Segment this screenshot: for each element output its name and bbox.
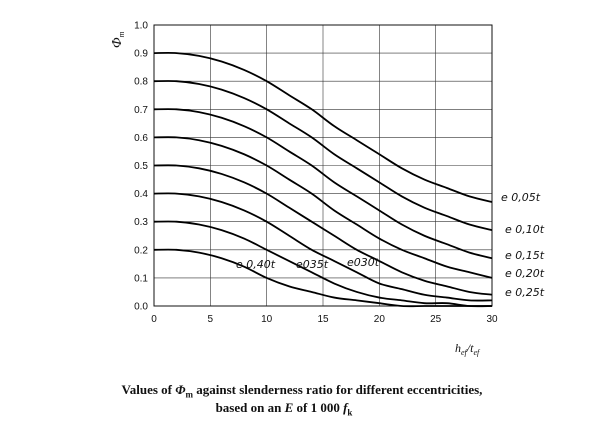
x-axis-label: hef/tef [455,341,481,357]
y-tick-label: 0.7 [134,105,148,116]
x-tick-label: 20 [374,314,386,325]
series-line-7 [153,248,492,308]
y-tick-label: 0.4 [134,189,148,200]
caption-E: E [284,400,294,415]
x-axis-label-sub-ef2: ef [473,348,481,357]
y-tick-label: 0.8 [134,77,148,88]
y-tick-label: 0.3 [134,217,148,228]
x-tick-label: 0 [151,314,157,325]
y-tick-label: 0.9 [134,49,148,60]
y-tick-label: 0.5 [134,161,148,172]
series-label-e005: e 0,05t [501,191,541,204]
y-axis-label: Φm [110,31,126,48]
caption-phi-sub: m [185,389,194,400]
series-label-e035: e035t [296,258,329,271]
series-label-e010: e 0,10t [505,223,545,236]
x-tick-label: 25 [430,314,442,325]
caption-line1-suffix: against slenderness ratio for different … [193,382,483,397]
caption-line1-prefix: Values of [121,382,176,397]
series-label-e015: e 0,15t [505,249,545,262]
series-label-e025: e 0,25t [505,286,545,299]
caption-line2-mid: of 1 000 [293,400,344,415]
x-axis-label-slash-t: /t [466,341,474,355]
series-line-1 [153,80,493,232]
caption-f-sub: k [347,407,353,418]
y-tick-label: 0.1 [134,273,148,284]
series-label-e040: e 0,40t [236,258,276,271]
figure-caption-line2: based on an E of 1 000 fk [0,400,586,418]
x-tick-label: 10 [261,314,273,325]
series-line-0 [153,51,493,203]
x-tick-label: 15 [317,314,329,325]
series-line-2 [153,108,493,260]
series-line-6 [153,220,493,308]
y-tick-label: 0.0 [134,302,148,313]
series-line-4 [153,164,493,296]
eccentricity-chart: 0 5 10 15 20 25 30 0.0 0.1 0.2 0.3 0.4 0.5 0.6 0.7 0.8… [110,21,545,358]
series-label-e030: e030t [347,256,380,269]
series-label-e020: e 0,20t [505,267,545,280]
series-line-3 [153,136,493,279]
series-line-5 [153,192,493,302]
caption-f: f [343,400,348,415]
y-axis-label-main: Φ [110,37,125,48]
x-tick-label: 5 [208,314,214,325]
caption-phi-symbol: Φ [175,382,186,397]
x-axis-label-h: h [455,341,461,355]
y-tick-label: 0.6 [134,133,148,144]
x-tick-label: 30 [486,314,498,325]
x-axis-label-sub-ef1: ef [461,348,469,357]
y-tick-label: 0.2 [134,245,148,256]
x-tick-labels: 0 5 10 15 20 25 30 [151,314,498,325]
y-tick-label: 1.0 [134,21,148,32]
y-axis-label-sub: m [117,31,126,37]
figure-caption-line1: Values of Φm against slenderness ratio f… [0,382,604,400]
y-tick-labels: 0.0 0.1 0.2 0.3 0.4 0.5 0.6 0.7 0.8 0.9 1.0 [134,21,148,313]
curves [153,51,493,308]
caption-line2-prefix: based on an [215,400,285,415]
